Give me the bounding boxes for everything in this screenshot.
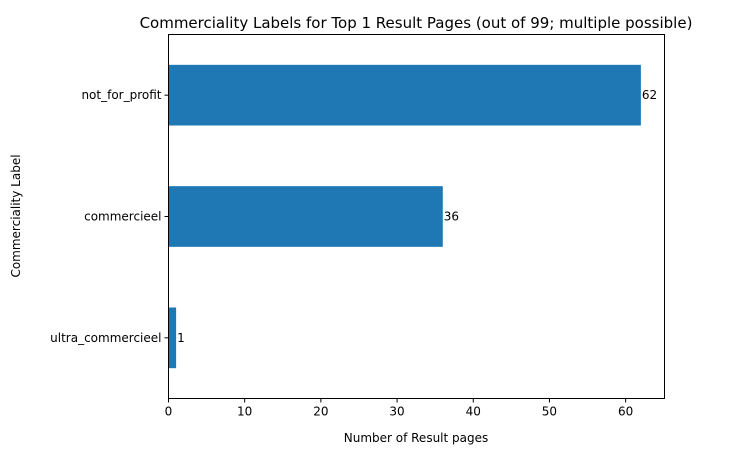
bar-not_for_profit [168, 64, 641, 126]
x-tick-label-40: 40 [466, 405, 481, 419]
bar-value-label-not_for_profit: 62 [642, 88, 657, 102]
x-axis-label: Number of Result pages [344, 431, 489, 445]
x-tick-label-30: 30 [389, 405, 404, 419]
y-tick-label-commercieel: commercieel [84, 210, 161, 224]
x-tick-label-50: 50 [542, 405, 557, 419]
plot-frame [168, 34, 665, 399]
x-tick-label-0: 0 [165, 405, 173, 419]
y-tick-label-not_for_profit: not_for_profit [81, 88, 161, 102]
x-tick-label-20: 20 [313, 405, 328, 419]
y-axis-label: Commerciality Label [9, 154, 23, 277]
chart-title: Commerciality Labels for Top 1 Result Pa… [140, 14, 693, 32]
y-axis-ticks: not_for_profit commercieel ultra_commercie… [50, 88, 169, 345]
bar-value-label-commercieel: 36 [444, 210, 459, 224]
bar-value-label-ultra_commercieel: 1 [177, 331, 185, 345]
bar-commercieel [168, 186, 443, 247]
bars-group [168, 64, 641, 369]
value-labels-group: 62 36 1 [177, 88, 657, 345]
x-tick-label-60: 60 [618, 405, 633, 419]
bar-ultra_commercieel [168, 307, 177, 369]
y-tick-label-ultra_commercieel: ultra_commercieel [50, 331, 161, 345]
x-tick-label-10: 10 [237, 405, 252, 419]
x-axis-ticks: 0 10 20 30 40 50 60 [165, 398, 633, 419]
